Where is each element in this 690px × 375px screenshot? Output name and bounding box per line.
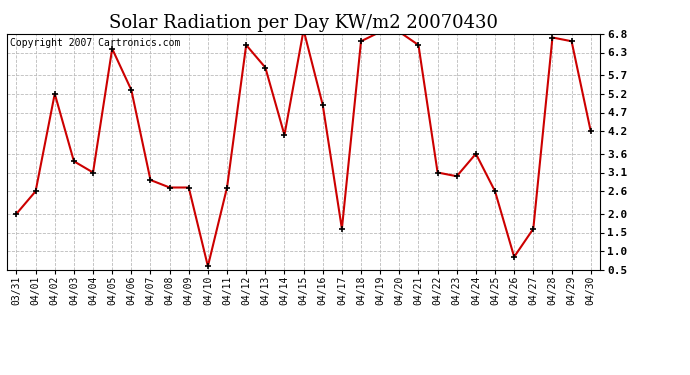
Text: Copyright 2007 Cartronics.com: Copyright 2007 Cartronics.com xyxy=(10,39,180,48)
Title: Solar Radiation per Day KW/m2 20070430: Solar Radiation per Day KW/m2 20070430 xyxy=(109,14,498,32)
